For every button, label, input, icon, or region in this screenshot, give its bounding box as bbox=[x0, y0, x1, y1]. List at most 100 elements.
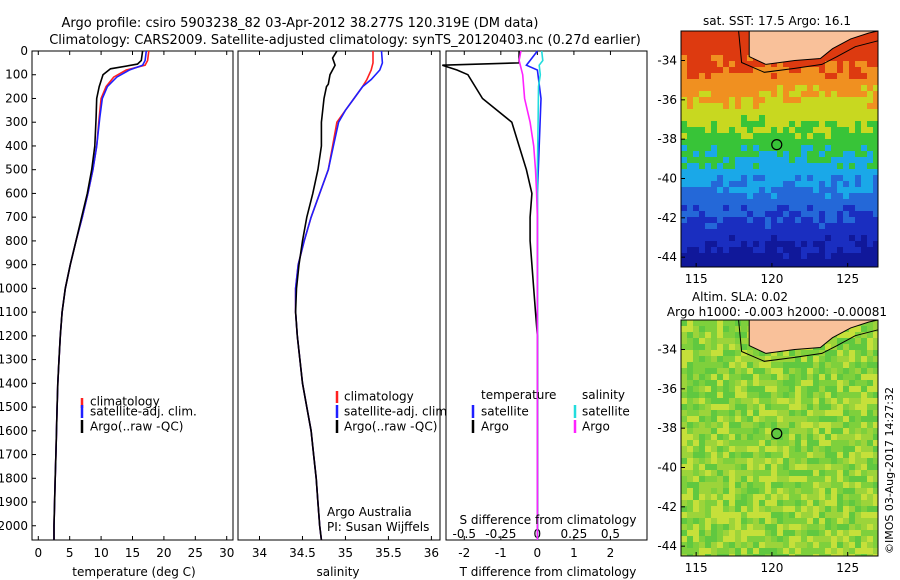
map-cell bbox=[771, 133, 777, 139]
map-cell bbox=[729, 530, 735, 536]
map-cell bbox=[819, 416, 825, 422]
map-cell bbox=[717, 326, 723, 332]
map-cell bbox=[873, 145, 878, 151]
map-cell bbox=[717, 506, 723, 512]
map-cell bbox=[849, 103, 855, 109]
map-cell bbox=[873, 476, 878, 482]
map-cell bbox=[741, 416, 747, 422]
map-cell bbox=[825, 488, 831, 494]
map-cell bbox=[705, 518, 711, 524]
map-cell bbox=[873, 500, 878, 506]
map-cell bbox=[819, 187, 825, 193]
map-cell bbox=[759, 452, 765, 458]
map-cell bbox=[717, 386, 723, 392]
map-cell bbox=[837, 488, 843, 494]
map-cell bbox=[807, 452, 813, 458]
map-cell bbox=[753, 500, 759, 506]
map-cell bbox=[825, 157, 831, 163]
map-cell bbox=[843, 524, 849, 530]
map-cell bbox=[771, 169, 777, 175]
map-cell bbox=[711, 223, 717, 229]
map-cell bbox=[831, 193, 837, 199]
map-cell bbox=[699, 211, 705, 217]
map-cell bbox=[801, 235, 807, 241]
imos-timestamp: ©IMOS 03-Aug-2017 14:27:32 bbox=[883, 387, 896, 554]
legend-label-s-satellite: satellite bbox=[582, 405, 630, 419]
map-cell bbox=[825, 181, 831, 187]
depth-tick-label: 1800 bbox=[0, 471, 28, 485]
map-cell bbox=[693, 374, 699, 380]
map-cell bbox=[771, 187, 777, 193]
map-cell bbox=[843, 241, 849, 247]
map-cell bbox=[729, 265, 735, 267]
map-cell bbox=[687, 109, 693, 115]
map-cell bbox=[777, 79, 783, 85]
map-cell bbox=[681, 416, 687, 422]
map-cell bbox=[867, 554, 873, 556]
map-x-tick-label: 120 bbox=[760, 561, 783, 575]
map-cell bbox=[789, 127, 795, 133]
map-cell bbox=[873, 181, 878, 187]
map-cell bbox=[867, 368, 873, 374]
map-cell bbox=[771, 253, 777, 259]
map-cell bbox=[873, 482, 878, 488]
map-cell bbox=[717, 235, 723, 241]
map-cell bbox=[813, 482, 819, 488]
map-cell bbox=[873, 398, 878, 404]
map-cell bbox=[687, 133, 693, 139]
map-cell bbox=[801, 157, 807, 163]
map-cell bbox=[795, 410, 801, 416]
map-cell bbox=[867, 500, 873, 506]
map-cell bbox=[681, 362, 687, 368]
map-cell bbox=[843, 446, 849, 452]
map-cell bbox=[741, 500, 747, 506]
map-cell bbox=[753, 121, 759, 127]
map-cell bbox=[711, 440, 717, 446]
map-cell bbox=[855, 398, 861, 404]
map-cell bbox=[819, 452, 825, 458]
map-cell bbox=[855, 121, 861, 127]
map-cell bbox=[849, 37, 855, 43]
map-cell bbox=[681, 259, 687, 265]
map-cell bbox=[705, 488, 711, 494]
map-cell bbox=[705, 37, 711, 43]
map-cell bbox=[783, 73, 789, 79]
map-cell bbox=[759, 187, 765, 193]
map-cell bbox=[819, 524, 825, 530]
map-cell bbox=[789, 115, 795, 121]
map-cell bbox=[681, 121, 687, 127]
map-cell bbox=[741, 55, 747, 61]
map-cell bbox=[813, 223, 819, 229]
map-cell bbox=[843, 374, 849, 380]
map-cell bbox=[849, 187, 855, 193]
map-cell bbox=[819, 494, 825, 500]
map-cell bbox=[705, 157, 711, 163]
map-cell bbox=[705, 115, 711, 121]
map-cell bbox=[729, 169, 735, 175]
map-cell bbox=[867, 518, 873, 524]
map-cell bbox=[741, 109, 747, 115]
map-cell bbox=[747, 109, 753, 115]
map-cell bbox=[711, 163, 717, 169]
map-cell bbox=[729, 127, 735, 133]
map-cell bbox=[717, 139, 723, 145]
map-cell bbox=[819, 512, 825, 518]
map-cell bbox=[759, 422, 765, 428]
map-cell bbox=[795, 97, 801, 103]
map-cell bbox=[855, 61, 861, 67]
map-cell bbox=[801, 193, 807, 199]
map-cell bbox=[771, 512, 777, 518]
map-cell bbox=[741, 434, 747, 440]
map-cell bbox=[729, 380, 735, 386]
map-cell bbox=[825, 121, 831, 127]
map-cell bbox=[765, 398, 771, 404]
x2-tick-label: 0.5 bbox=[601, 527, 620, 541]
map-cell bbox=[855, 67, 861, 73]
map-cell bbox=[681, 548, 687, 554]
map-cell bbox=[807, 187, 813, 193]
map-cell bbox=[807, 374, 813, 380]
map-cell bbox=[747, 61, 753, 67]
temperature-series bbox=[53, 50, 150, 540]
map-cell bbox=[705, 175, 711, 181]
map-cell bbox=[753, 542, 759, 548]
